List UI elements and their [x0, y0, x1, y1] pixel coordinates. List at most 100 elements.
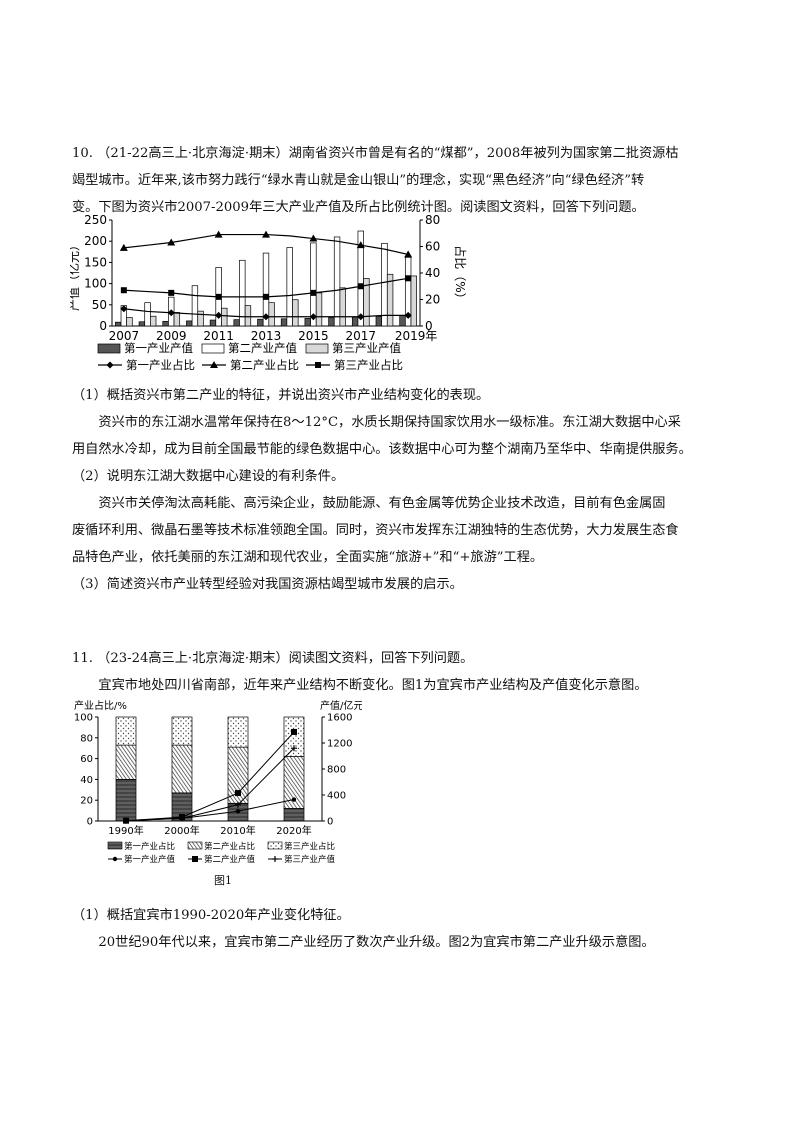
chart-2-legend-label: 第一产业占比 — [124, 841, 175, 852]
chart-2: 0 20 40 60 80 100 0 400 800 1200 1600 1990年 2000年 201… — [74, 699, 362, 865]
chart-2-legend-label: 第一产业产值 — [124, 854, 176, 865]
chart-1-legend-label: 第一产业产值 — [124, 341, 193, 355]
chart-1-point — [309, 234, 318, 242]
chart-2-legend-marker — [112, 856, 118, 862]
chart-1-point — [120, 287, 127, 294]
chart-2-stack-segment — [115, 744, 137, 780]
chart-1-x-tick-label: 2019年 — [395, 329, 438, 343]
chart-2-point — [235, 790, 241, 797]
q10-line-1: 10. （21-22高三上·北京海淀·期末）湖南省资兴市曾是有名的“煤都”，20… — [72, 146, 679, 161]
chart-1-bar — [138, 321, 146, 327]
chart-1-bar — [244, 305, 252, 327]
chart-1-bar — [333, 236, 341, 327]
chart-1-bar — [315, 292, 323, 327]
chart-1-point — [120, 305, 128, 313]
chart-2-y-tick-label: 0 — [87, 817, 93, 828]
chart-1-legend-label: 第三产业占比 — [334, 358, 403, 372]
chart-1-legend-label: 第二产业占比 — [230, 358, 299, 372]
chart-1-bar — [209, 319, 217, 327]
chart-1-legend-marker — [315, 362, 321, 368]
q10-sub-3: （3）简述资兴市产业转型经验对我国资源枯竭型城市发展的启示。 — [72, 577, 463, 592]
chart-2-stack-segment — [115, 779, 137, 822]
q10-para-1b: 用自然水冷却，成为目前全国最节能的绿色数据中心。该数据中心可为整个湖南乃至华中、… — [72, 442, 692, 457]
chart-1-bar — [262, 252, 270, 327]
chart-1-legend-swatch — [305, 343, 329, 354]
chart-2-stack-segment — [171, 744, 193, 794]
chart-2-legend-swatch — [187, 841, 203, 850]
chart-1-bar — [233, 319, 240, 327]
chart-2-stack-segment — [171, 716, 193, 746]
chart-1-y-tick-label: 50 — [92, 298, 107, 312]
chart-1-x-tick-label: 2013 — [251, 329, 282, 343]
q10-sub-2: （2）说明东江湖大数据中心建设的有利条件。 — [72, 469, 345, 484]
q10-para-1a: 资兴市的东江湖水温常年保持在8～12°C，水质长期保持国家饮用水一级标准。东江湖… — [98, 415, 681, 430]
chart-1-legend-label: 第三产业产值 — [332, 341, 401, 355]
chart-1-point — [215, 293, 222, 300]
chart-1-bar — [144, 302, 151, 327]
chart-2-point — [179, 815, 185, 822]
chart-1-bar — [351, 316, 359, 327]
chart-1-bar — [126, 317, 133, 327]
chart-2-series-line — [125, 731, 295, 822]
chart-2-y-tick-label: 60 — [80, 754, 93, 765]
q10-line-3: 变。下图为资兴市2007-2009年三大产业产值及所占比例统计图。阅读图文资料，… — [72, 200, 645, 215]
chart-2-stack-segment — [283, 808, 305, 822]
chart-1-bar — [221, 307, 228, 327]
chart-1-y2-tick-label: 0 — [425, 319, 433, 333]
chart-1-bar — [286, 247, 293, 327]
chart-1-point — [310, 289, 317, 296]
chart-1-bar — [150, 315, 157, 327]
chart-1-bar — [304, 318, 311, 327]
chart-1-bar — [162, 320, 169, 327]
q10-line-2: 竭型城市。近年来,该市努力践行“绿水青山就是金山银山”的理念，实现“黑色经济”向… — [72, 173, 645, 188]
chart-2-legend-marker — [272, 856, 278, 862]
q11-sub-1: （1）概括宜宾市1990-2020年产业变化特征。 — [72, 908, 350, 923]
chart-1-bar — [292, 299, 299, 327]
chart-1-point — [167, 309, 175, 317]
chart-1-x-tick-label: 2007 — [109, 329, 140, 343]
chart-2-legend-swatch — [267, 841, 283, 850]
chart-2-y-tick-label: 100 — [74, 713, 93, 724]
chart-2-stack-segment — [115, 716, 137, 746]
chart-1-legend-marker — [106, 361, 114, 369]
chart-1-legend-marker — [210, 361, 218, 368]
chart-1-legend-swatch — [201, 343, 225, 354]
chart-1-point — [214, 230, 223, 238]
chart-2-point — [291, 728, 297, 735]
chart-1-x-tick-label: 2009 — [156, 329, 187, 343]
chart-2-stack-segment — [283, 716, 305, 757]
chart-2-series-line — [125, 799, 295, 821]
chart-1-bar — [197, 310, 204, 327]
chart-1-point — [404, 250, 413, 258]
chart-1-bar — [257, 318, 264, 327]
chart-2-y2-tick-label: 400 — [327, 791, 346, 802]
chart-1-point — [262, 230, 270, 238]
q10-para-2b: 废循环利用、微晶石墨等技术标准领跑全国。同时，资兴市发挥东江湖独特的生态优势，大… — [72, 523, 679, 538]
chart-1-point — [356, 241, 365, 249]
chart-2-legend-label: 第三产业占比 — [284, 841, 335, 852]
chart-1-point — [263, 293, 269, 300]
chart-1-y-tick-label: 250 — [84, 213, 107, 227]
q11-line-2: 宜宾市地处四川省南部，近年来产业结构不断变化。图1为宜宾市产业结构及产值变化示意… — [98, 678, 648, 693]
chart-1-bar — [399, 315, 406, 327]
chart-1-y2-label: 占比（%） — [453, 245, 468, 304]
chart-1-bar — [268, 302, 275, 327]
chart-1-bar — [386, 273, 394, 327]
q11-line-1: 11. （23-24高三上·北京海淀·期末）阅读图文资料，回答下列问题。 — [72, 651, 474, 666]
chart-1-y2-tick-label: 40 — [425, 266, 440, 280]
chart-2-legend-swatch — [107, 841, 123, 850]
chart-2-point — [123, 817, 129, 824]
chart-1-point — [167, 238, 176, 246]
chart-1-bar — [381, 242, 388, 327]
chart-1-legend-label: 第一产业占比 — [126, 358, 195, 372]
chart-1-y-tick-label: 100 — [84, 277, 107, 291]
q10-para-2a: 资兴市关停淘汰高耗能、高污染企业，鼓励能源、有色金属等优势企业技术改造，目前有色… — [98, 496, 666, 511]
chart-1-point — [309, 313, 317, 321]
q10-para-2c: 品特色产业，依托美丽的东江湖和现代农业，全面实施“旅游+”和“+旅游”工程。 — [72, 550, 544, 565]
chart-1-point — [357, 283, 364, 290]
chart-1-legend-label: 第二产业产值 — [228, 341, 297, 355]
chart-2-legend-marker — [192, 856, 198, 862]
chart-2-y2-tick-label: 800 — [327, 765, 346, 776]
chart-1-bar — [363, 278, 370, 327]
chart-1-point — [262, 313, 270, 321]
